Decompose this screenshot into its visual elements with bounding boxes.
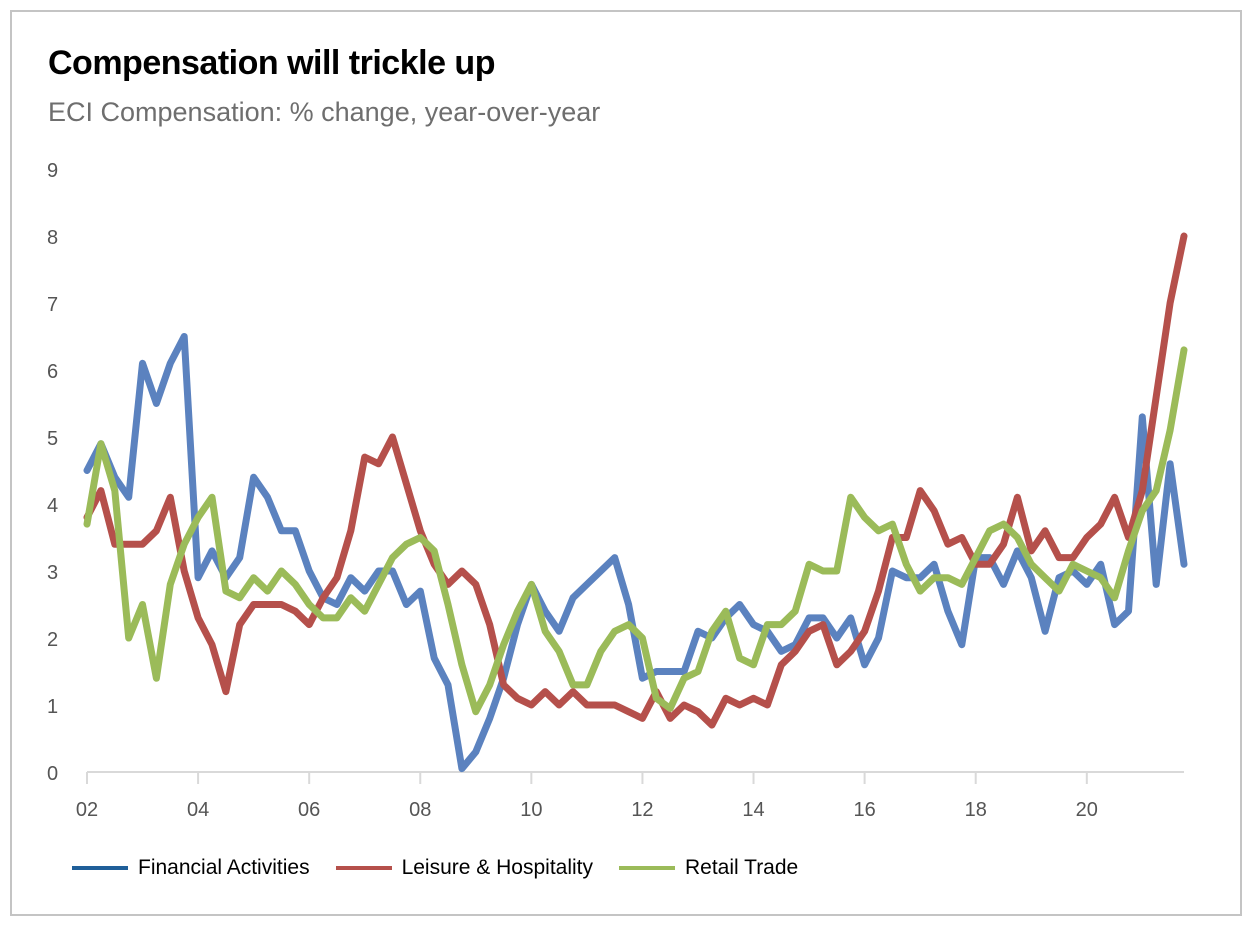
- chart-frame: [10, 10, 1242, 916]
- legend-swatch-retail-trade: [619, 866, 675, 870]
- x-tick-label: 06: [298, 799, 320, 821]
- x-tick-label: 14: [742, 799, 764, 821]
- x-tick-label: 08: [409, 799, 431, 821]
- y-tick-label: 1: [47, 696, 58, 718]
- legend-item-retail-trade: Retail Trade: [619, 856, 798, 880]
- legend-item-leisure-hospitality: Leisure & Hospitality: [335, 856, 593, 880]
- x-tick-label: 12: [631, 799, 653, 821]
- x-tick-label: 04: [187, 799, 209, 821]
- x-tick-label: 20: [1076, 799, 1098, 821]
- y-tick-label: 3: [47, 562, 58, 584]
- y-tick-label: 7: [47, 294, 58, 316]
- legend: Financial Activities Leisure & Hospitali…: [72, 856, 824, 880]
- y-tick-label: 2: [47, 629, 58, 651]
- legend-label-leisure-hospitality: Leisure & Hospitality: [401, 856, 593, 879]
- legend-label-retail-trade: Retail Trade: [685, 856, 799, 879]
- y-tick-label: 6: [47, 361, 58, 383]
- y-tick-label: 5: [47, 428, 58, 450]
- series-line-leisure-hospitality: [83, 232, 1188, 729]
- y-tick-label: 0: [47, 763, 58, 785]
- y-tick-label: 4: [47, 495, 58, 517]
- legend-swatch-leisure-hospitality: [335, 866, 392, 870]
- y-axis-tick-labels: 0 1 2 3 4 5 6 7 8 9: [47, 160, 58, 785]
- series-line-retail-trade: [83, 346, 1188, 716]
- chart-subtitle: ECI Compensation: % change, year-over-ye…: [48, 97, 601, 127]
- y-tick-label: 9: [47, 160, 58, 182]
- x-axis: 02 04 06 08 10 12 14 16 18 20: [76, 771, 1184, 821]
- chart-title: Compensation will trickle up: [48, 44, 495, 82]
- series-lines: [83, 232, 1188, 773]
- series-line-financial-activities: [83, 333, 1188, 773]
- legend-swatch-financial-activities: [72, 866, 128, 870]
- y-tick-label: 8: [47, 227, 58, 249]
- x-tick-label: 16: [853, 799, 875, 821]
- x-tick-label: 18: [965, 799, 987, 821]
- x-tick-label: 10: [520, 799, 542, 821]
- legend-item-financial-activities: Financial Activities: [72, 856, 310, 880]
- x-tick-label: 02: [76, 799, 98, 821]
- legend-label-financial-activities: Financial Activities: [138, 856, 310, 879]
